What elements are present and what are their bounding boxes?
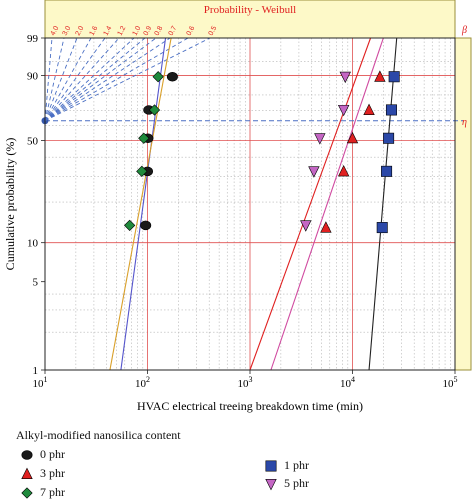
beta-scale-label: 1.2 — [117, 25, 128, 37]
legend-label: 1 phr — [284, 458, 309, 472]
beta-scale-label: 0.9 — [143, 25, 154, 37]
data-point — [388, 71, 400, 83]
data-point — [383, 132, 395, 144]
data-point — [385, 104, 397, 116]
legend-item-1-phr: 1 phr — [264, 458, 309, 473]
data-point — [265, 478, 277, 490]
legend-item-0-phr: 0 phr — [20, 447, 65, 462]
beta-fan-line — [44, 37, 78, 121]
legend-marker — [21, 449, 33, 460]
beta-fan-line — [44, 37, 211, 122]
legend-title: Alkyl-modified nanosilica content — [16, 428, 181, 442]
beta-fan-line — [44, 37, 106, 122]
beta-fan-line — [44, 37, 135, 122]
data-point — [337, 164, 350, 177]
x-tick-label: 105 — [443, 375, 458, 390]
y-tick-label: 5 — [33, 277, 39, 289]
beta-fan-line — [44, 37, 120, 122]
data-point — [148, 104, 161, 116]
y-tick-label: 50 — [27, 136, 39, 148]
y-axis-label: Cumulative probability (%) — [3, 138, 17, 271]
data-point — [300, 220, 312, 232]
legend-marker — [21, 467, 33, 479]
eta-label: η — [462, 117, 467, 128]
data-point — [166, 71, 178, 82]
beta-scale-label: 0.7 — [168, 25, 179, 37]
data-point — [265, 459, 277, 471]
data-point — [152, 71, 164, 83]
beta-scale-label: 0.5 — [208, 25, 219, 37]
legend-marker — [265, 478, 277, 490]
legend-item-7-phr: 7 phr — [20, 485, 65, 500]
fit-line — [120, 37, 167, 371]
y-tick-label: 99 — [27, 33, 39, 45]
legend-marker — [265, 459, 277, 471]
x-tick-label: 103 — [238, 375, 253, 390]
beta-fan-line — [44, 37, 146, 122]
x-axis-label: HVAC electrical treeing breakdown time (… — [137, 399, 363, 413]
beta-scale-label: 4.0 — [50, 25, 61, 37]
data-point — [339, 71, 351, 84]
beta-fan-line — [44, 37, 171, 122]
legend-label: 0 phr — [40, 447, 65, 461]
data-point — [21, 467, 33, 479]
data-point — [314, 133, 326, 145]
y-tick-label: 10 — [27, 238, 39, 250]
beta-fan-line — [44, 37, 92, 121]
data-point — [337, 104, 350, 117]
beta-scale-label: 2.0 — [75, 25, 86, 37]
legend-label: 7 phr — [40, 485, 65, 499]
y-tick-label: 90 — [27, 71, 39, 83]
legend-item-5-phr: 5 phr — [264, 476, 309, 491]
data-point — [136, 165, 148, 177]
beta-scale-label: 1.4 — [103, 25, 114, 37]
beta-label: β — [461, 25, 467, 36]
x-tick-label: 102 — [135, 375, 150, 390]
fit-line — [368, 37, 398, 371]
data-point — [140, 220, 152, 231]
beta-scale-label: 1.6 — [89, 25, 100, 37]
data-point — [363, 103, 375, 115]
data-point — [376, 222, 388, 234]
right-scale-band — [454, 37, 472, 371]
beta-scale-band — [44, 0, 456, 39]
fit-line — [249, 37, 372, 371]
chart-title: Probability - Weibull — [204, 4, 296, 16]
beta-scale-label: 0.8 — [154, 25, 165, 37]
data-point — [346, 131, 359, 144]
data-point — [320, 221, 332, 233]
x-tick-label: 101 — [33, 375, 48, 390]
data-point — [308, 166, 320, 178]
legend-label: 5 phr — [284, 476, 309, 490]
data-point — [21, 449, 33, 460]
legend-marker — [21, 486, 33, 499]
legend-label: 3 phr — [40, 466, 65, 480]
weibull-chart: Probability - Weibull 4.0 3.0 2.0 1.6 1.4 1.2 1… — [3, 0, 472, 413]
beta-scale-label: 1.0 — [132, 25, 143, 37]
beta-fan-line — [44, 37, 65, 121]
legend-item-3-phr: 3 phr — [20, 466, 65, 481]
beta-scale-label: 0.6 — [186, 25, 197, 37]
beta-fan-line — [44, 37, 157, 122]
data-point — [124, 219, 136, 231]
data-point — [138, 132, 150, 144]
data-point — [381, 165, 393, 177]
x-tick-label: 104 — [340, 375, 355, 390]
data-point — [374, 70, 386, 82]
fit-line — [109, 37, 172, 371]
y-tick-label: 1 — [33, 365, 39, 377]
fit-line — [270, 37, 384, 371]
data-point — [21, 486, 33, 499]
beta-scale-label: 3.0 — [62, 25, 73, 37]
